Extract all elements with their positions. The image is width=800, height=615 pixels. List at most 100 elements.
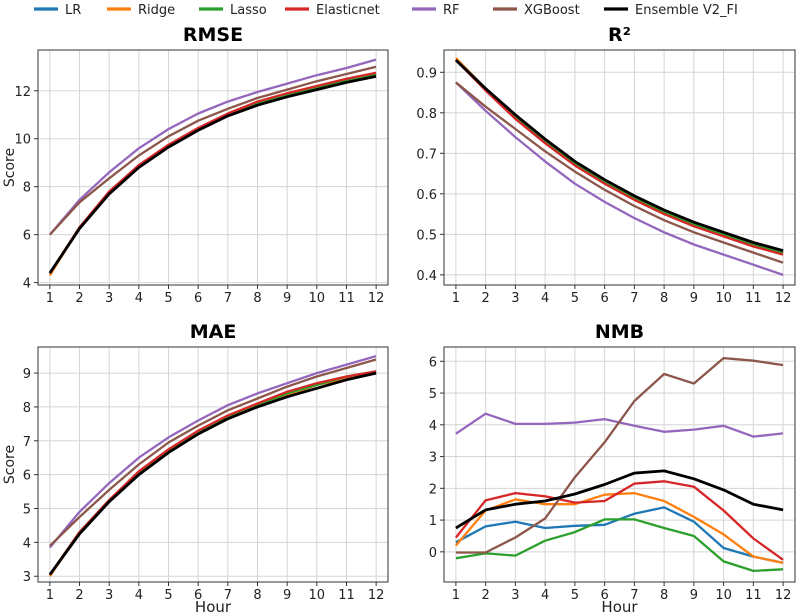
x-tick-label: 11	[745, 291, 762, 306]
x-tick-label: 4	[541, 588, 549, 603]
y-tick-label: 4	[429, 419, 437, 434]
x-tick-label: 5	[164, 291, 172, 306]
x-tick-label: 10	[715, 291, 732, 306]
y-tick-label: 0.5	[416, 228, 437, 243]
x-tick-label: 8	[253, 291, 261, 306]
x-tick-label: 1	[452, 291, 460, 306]
y-tick-label: 1	[429, 514, 437, 529]
x-tick-label: 10	[309, 588, 326, 603]
chart-title: R²	[608, 24, 631, 46]
series-line-ridge	[48, 370, 377, 577]
x-tick-label: 9	[690, 588, 698, 603]
legend-label-elasticnet: Elasticnet	[316, 3, 380, 18]
x-axis-label: Hour	[601, 598, 638, 615]
r2-chart: 1 2 3 4 5 6 7 8 9 10 11 120.40.50.60.70.80.9R²	[416, 24, 796, 306]
x-tick-label: 5	[164, 588, 172, 603]
y-tick-label: 0.9	[416, 66, 437, 81]
x-tick-label: 4	[135, 588, 143, 603]
series-line-lasso	[48, 370, 377, 576]
series-line-lasso	[48, 72, 377, 274]
series-line-rf	[455, 81, 784, 276]
y-tick-label: 8	[23, 181, 31, 196]
chart-title: MAE	[190, 321, 237, 343]
x-tick-label: 1	[452, 588, 460, 603]
x-tick-label: 12	[775, 588, 792, 603]
legend-label-lasso: Lasso	[230, 3, 267, 18]
x-tick-label: 11	[338, 291, 355, 306]
y-tick-label: 6	[23, 229, 31, 244]
x-tick-label: 1	[46, 291, 54, 306]
series-line-lr	[48, 72, 377, 275]
x-tick-label: 6	[600, 588, 608, 603]
chart-title: NMB	[595, 321, 644, 343]
x-tick-label: 8	[253, 588, 261, 603]
y-tick-label: 3	[23, 570, 31, 585]
series-line-rf	[49, 58, 377, 236]
y-tick-label: 6	[429, 355, 437, 370]
series-line-ridge	[455, 491, 784, 565]
plot-frame	[443, 346, 796, 583]
y-tick-label: 9	[23, 367, 31, 382]
y-tick-label: 8	[23, 401, 31, 416]
x-tick-label: 1	[46, 588, 54, 603]
y-tick-label: 0.6	[416, 188, 437, 203]
x-tick-label: 7	[630, 588, 638, 603]
x-tick-label: 5	[571, 291, 579, 306]
y-tick-label: 12	[14, 85, 31, 100]
plot-frame	[37, 49, 389, 286]
x-tick-label: 9	[690, 291, 698, 306]
y-tick-label: 10	[14, 133, 31, 148]
y-tick-label: 3	[429, 451, 437, 466]
series-line-ensemble-v2-fi	[48, 75, 377, 274]
series-line-xgboost	[49, 65, 377, 236]
chart-title: RMSE	[183, 24, 243, 46]
y-axis-label: Score	[2, 148, 18, 187]
x-tick-label: 10	[715, 588, 732, 603]
y-tick-label: 7	[23, 435, 31, 450]
x-tick-label: 3	[511, 588, 519, 603]
plot-frame	[37, 346, 389, 583]
legend-label-xgboost: XGBoost	[524, 3, 580, 18]
series-line-elasticnet	[48, 370, 377, 576]
legend-label-lr: LR	[65, 3, 81, 18]
x-tick-label: 5	[571, 588, 579, 603]
x-tick-label: 2	[482, 291, 490, 306]
x-tick-label: 3	[511, 291, 519, 306]
x-tick-label: 12	[775, 291, 792, 306]
x-tick-label: 8	[660, 291, 668, 306]
x-tick-label: 6	[600, 291, 608, 306]
x-tick-label: 2	[75, 588, 83, 603]
legend: LR Ridge Lasso Elasticnet RF XGBoost Ensemble …	[34, 3, 738, 18]
x-tick-label: 9	[283, 291, 291, 306]
x-tick-label: 3	[105, 291, 113, 306]
plot-frame	[443, 49, 796, 286]
x-axis-label: Hour	[195, 598, 232, 615]
x-tick-label: 12	[368, 588, 385, 603]
x-tick-label: 7	[224, 291, 232, 306]
x-tick-label: 12	[368, 291, 385, 306]
legend-label-ensemble-v2-fi: Ensemble V2_FI	[635, 3, 738, 18]
series-line-lasso	[455, 518, 784, 573]
x-tick-label: 8	[660, 588, 668, 603]
series-line-xgboost	[455, 356, 784, 554]
series-line-lr	[455, 59, 784, 254]
series-line-rf	[49, 354, 377, 549]
y-tick-label: 0	[429, 546, 437, 561]
y-tick-label: 4	[23, 277, 31, 292]
x-tick-label: 10	[309, 291, 326, 306]
x-tick-label: 6	[194, 588, 202, 603]
series-line-ensemble-v2-fi	[455, 469, 784, 530]
y-axis-label: Score	[2, 445, 18, 484]
y-tick-label: 5	[429, 387, 437, 402]
series-line-xgboost	[455, 81, 784, 264]
x-tick-label: 4	[541, 291, 549, 306]
x-tick-label: 9	[283, 588, 291, 603]
series-line-elasticnet	[48, 71, 377, 274]
x-tick-label: 6	[194, 291, 202, 306]
legend-label-ridge: Ridge	[138, 3, 175, 18]
series-line-ensemble-v2-fi	[454, 59, 784, 252]
x-tick-label: 4	[135, 291, 143, 306]
